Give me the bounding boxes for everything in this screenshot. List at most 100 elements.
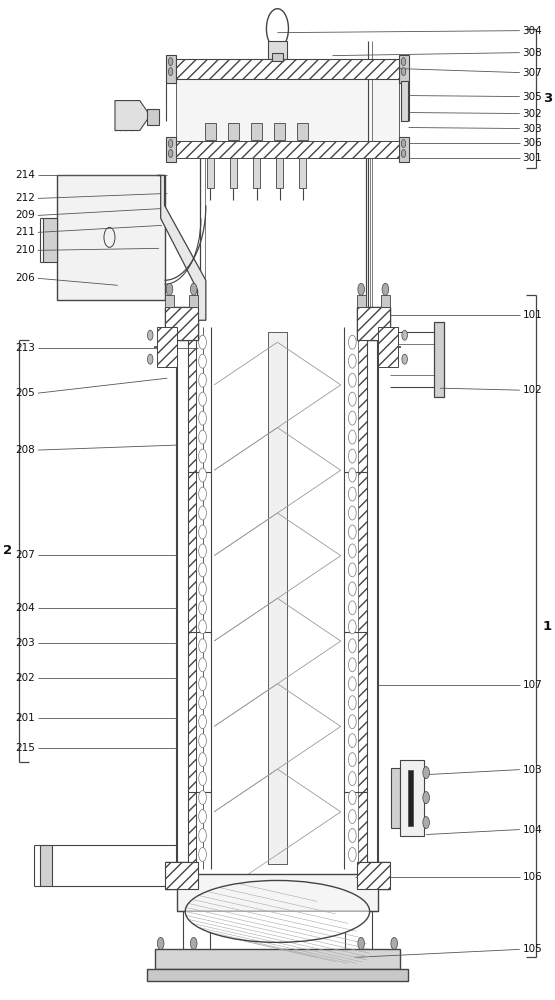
Text: 202: 202 <box>16 673 35 683</box>
Bar <box>434 322 444 397</box>
Circle shape <box>199 639 206 653</box>
Text: 212: 212 <box>15 193 35 203</box>
Circle shape <box>199 753 206 767</box>
Circle shape <box>349 449 356 463</box>
Circle shape <box>199 525 206 539</box>
Circle shape <box>349 582 356 596</box>
Circle shape <box>349 829 356 843</box>
Circle shape <box>199 449 206 463</box>
Text: 106: 106 <box>522 872 542 882</box>
Circle shape <box>199 791 206 805</box>
Circle shape <box>199 373 206 387</box>
Bar <box>188 327 196 869</box>
Circle shape <box>168 140 173 147</box>
Bar <box>230 158 236 188</box>
Bar <box>401 81 408 121</box>
Text: 209: 209 <box>16 210 35 220</box>
Circle shape <box>158 937 164 949</box>
Bar <box>165 55 175 83</box>
Circle shape <box>199 582 206 596</box>
Circle shape <box>199 392 206 406</box>
Circle shape <box>349 848 356 861</box>
Circle shape <box>401 58 406 66</box>
Bar <box>359 327 367 869</box>
Text: 303: 303 <box>522 124 542 134</box>
Circle shape <box>349 563 356 577</box>
Circle shape <box>402 330 407 340</box>
Text: 214: 214 <box>15 170 35 180</box>
Bar <box>357 862 390 889</box>
Bar <box>165 307 198 340</box>
Text: 107: 107 <box>522 680 542 690</box>
Circle shape <box>349 810 356 824</box>
Circle shape <box>349 335 356 349</box>
Circle shape <box>349 354 356 368</box>
Bar <box>165 862 198 889</box>
Text: 101: 101 <box>522 310 542 320</box>
Bar <box>147 109 159 125</box>
Bar <box>400 760 425 836</box>
Circle shape <box>382 283 388 295</box>
Circle shape <box>199 848 206 861</box>
Circle shape <box>199 354 206 368</box>
Bar <box>357 295 366 307</box>
Circle shape <box>349 487 356 501</box>
Circle shape <box>199 677 206 691</box>
Circle shape <box>349 411 356 425</box>
Circle shape <box>358 283 365 295</box>
Bar <box>377 327 398 367</box>
Circle shape <box>349 525 356 539</box>
Circle shape <box>199 810 206 824</box>
Bar <box>228 123 239 140</box>
Circle shape <box>199 430 206 444</box>
Bar <box>165 295 174 307</box>
Bar <box>408 770 413 826</box>
Circle shape <box>349 772 356 786</box>
Bar <box>157 327 177 367</box>
Bar <box>207 158 214 188</box>
Circle shape <box>349 468 356 482</box>
Polygon shape <box>115 101 148 131</box>
Circle shape <box>423 792 430 804</box>
Text: 206: 206 <box>16 273 35 283</box>
Bar <box>205 123 216 140</box>
Text: 208: 208 <box>16 445 35 455</box>
Text: 304: 304 <box>522 26 542 36</box>
Bar <box>272 53 283 61</box>
Text: 205: 205 <box>16 388 35 398</box>
Bar <box>398 55 408 83</box>
Circle shape <box>168 149 173 157</box>
Bar <box>57 175 164 300</box>
Circle shape <box>199 658 206 672</box>
Text: 211: 211 <box>15 227 35 237</box>
Text: 103: 103 <box>522 765 542 775</box>
Circle shape <box>199 772 206 786</box>
Circle shape <box>199 734 206 748</box>
Bar <box>268 41 287 59</box>
Circle shape <box>199 620 206 634</box>
Circle shape <box>199 829 206 843</box>
Circle shape <box>349 639 356 653</box>
Circle shape <box>148 354 153 364</box>
Circle shape <box>166 283 173 295</box>
Circle shape <box>358 937 365 949</box>
Text: 302: 302 <box>522 109 542 119</box>
Circle shape <box>190 937 197 949</box>
Circle shape <box>199 468 206 482</box>
Bar <box>381 295 390 307</box>
Text: 2: 2 <box>3 544 12 557</box>
Bar <box>268 332 287 864</box>
Text: 204: 204 <box>16 603 35 613</box>
Text: 215: 215 <box>15 743 35 753</box>
Bar <box>175 79 398 140</box>
Circle shape <box>349 506 356 520</box>
Circle shape <box>349 658 356 672</box>
Circle shape <box>349 715 356 729</box>
Bar <box>177 874 377 911</box>
Circle shape <box>401 149 406 157</box>
Bar <box>297 123 308 140</box>
Bar <box>189 295 198 307</box>
Circle shape <box>148 330 153 340</box>
Bar <box>253 158 260 188</box>
Circle shape <box>423 767 430 779</box>
